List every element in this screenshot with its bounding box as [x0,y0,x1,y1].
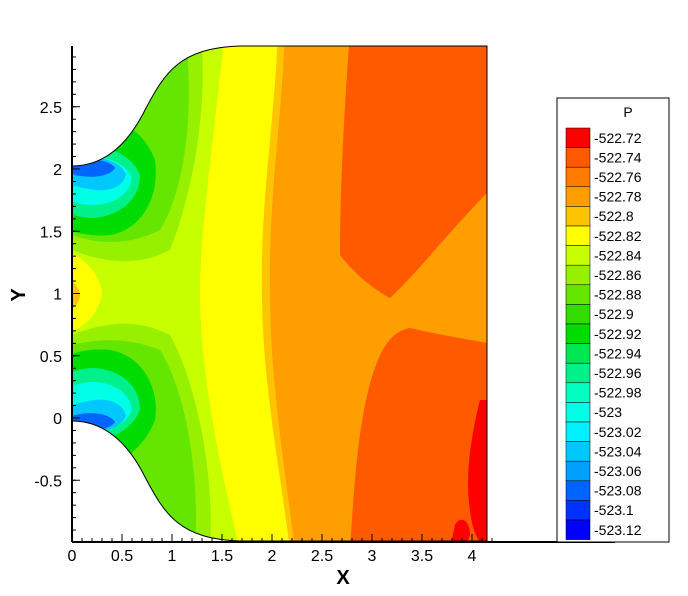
contour-band-yellow-left [72,250,102,335]
legend-swatch [565,245,591,266]
legend-label: -522.82 [594,228,642,244]
legend-label: -522.88 [594,287,642,303]
legend-label: -523.04 [594,443,642,459]
legend-label: -522.86 [594,267,642,283]
legend-label: -522.74 [594,149,642,165]
legend-label: -522.98 [594,385,642,401]
x-tick-label: 1.5 [211,548,233,565]
legend-label: -523 [594,404,622,420]
legend-swatch [565,225,591,246]
legend-label: -523.08 [594,483,642,499]
y-tick-label: 1 [53,287,62,304]
x-tick-label: 0.5 [111,548,133,565]
legend-label: -522.76 [594,169,642,185]
legend-swatch [565,500,591,521]
legend: P -522.72 -522.74 -522.76 -522.78 -522.8 -522… [556,97,670,543]
legend-swatch [565,166,591,188]
legend-swatch [565,382,591,403]
x-tick-label: 2 [268,548,277,565]
contour-band-dark-orange-upper [340,46,487,298]
legend-swatch [565,480,591,501]
legend-label: -522.92 [594,326,642,342]
y-tick-label: 1.5 [40,224,62,241]
y-tick-label: 2 [53,162,62,179]
x-axis-title: X [336,567,350,589]
legend-label: -522.94 [594,345,642,361]
legend-swatch [565,284,591,305]
y-axis-title: Y [8,288,30,302]
legend-label: -522.96 [594,365,642,381]
y-tick-label: 2.5 [40,100,62,117]
legend-swatch [565,402,591,423]
legend-swatch [565,186,591,207]
domain-outline [71,45,488,542]
contour-band-orange-left [72,275,80,315]
x-tick-label: 3 [368,548,377,565]
x-tick-label: 4 [468,548,477,565]
x-tick-label: 0 [68,548,77,565]
legend-label: -523.1 [594,502,634,518]
legend-swatch [565,519,591,540]
contour-band-red-lower-right [468,400,487,541]
legend-label: -522.78 [594,189,642,205]
legend-swatch [565,362,591,384]
legend-label: -522.72 [594,130,642,146]
legend-swatch [565,147,591,168]
contour-band-dark-orange-lower [350,328,487,541]
legend-swatch [565,206,591,227]
legend-label: -523.06 [594,463,642,479]
legend-label: -522.9 [594,306,634,322]
legend-swatch [565,127,591,148]
legend-swatch [565,421,591,442]
legend-swatch [565,343,591,364]
legend-label: -523.02 [594,424,642,440]
legend-swatch [565,304,591,325]
legend-label: -523.12 [594,522,642,538]
y-tick-label: 0.5 [40,349,62,366]
contour-fields [72,46,487,541]
legend-swatch [565,323,591,344]
x-tick-label: 1 [168,548,177,565]
x-tick-label: 3.5 [411,548,433,565]
contour-band-red-bottom [452,519,470,541]
legend-label: -522.84 [594,247,642,263]
legend-swatch [565,460,591,482]
axes: 0 0.5 1 1.5 2 2.5 3 3.5 4 -0.5 0 0.5 1 1.5 2 2.5 [34,46,615,565]
y-tick-label: -0.5 [34,473,62,490]
legend-label: -522.8 [594,208,634,224]
legend-swatch [565,441,591,462]
x-tick-label: 2.5 [311,548,333,565]
y-tick-label: 0 [53,411,62,428]
legend-title: P [623,104,632,120]
legend-swatch [565,264,591,286]
